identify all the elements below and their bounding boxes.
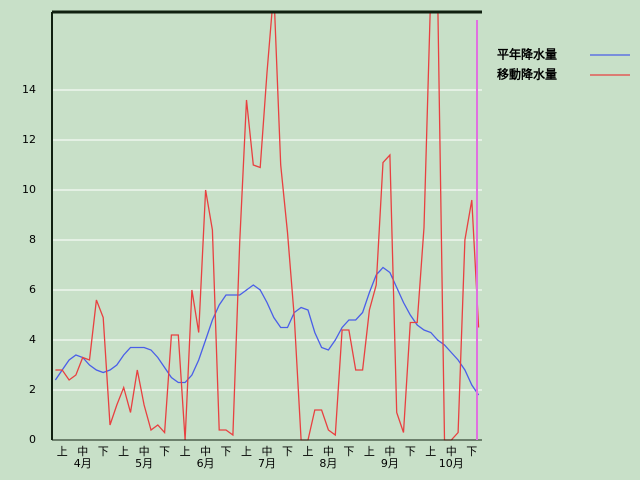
month-label: 10月: [439, 457, 464, 470]
plot-lines: [54, 12, 480, 441]
grid: [52, 89, 482, 441]
labels: 02468101214上中下上中下上中下上中下上中下上中下上中下4月 5月 6月 7月…: [22, 47, 630, 470]
x-tick-label: 下: [466, 445, 477, 458]
x-tick-label: 中: [323, 445, 334, 458]
x-tick-label: 中: [200, 445, 211, 458]
y-tick-label: 2: [29, 383, 36, 396]
x-tick-label: 中: [77, 445, 88, 458]
x-tick-label: 中: [262, 445, 273, 458]
series-line: [55, 12, 480, 441]
legend-label: 移動降水量: [497, 67, 557, 82]
x-tick-label: 下: [282, 445, 293, 458]
x-tick-label: 下: [98, 445, 109, 458]
legend-label: 平年降水量: [497, 47, 557, 62]
month-label: 5月: [135, 457, 153, 470]
x-tick-label: 上: [180, 445, 191, 458]
x-tick-label: 下: [159, 445, 170, 458]
y-tick-label: 10: [22, 183, 36, 196]
x-tick-label: 中: [139, 445, 150, 458]
y-tick-label: 12: [22, 133, 36, 146]
month-label: 4月: [74, 457, 92, 470]
y-tick-label: 14: [22, 83, 36, 96]
series-line: [54, 266, 480, 396]
x-tick-label: 上: [364, 445, 375, 458]
x-tick-label: 上: [241, 445, 252, 458]
month-label: 7月: [258, 457, 276, 470]
y-tick-label: 8: [29, 233, 36, 246]
month-label: 9月: [381, 457, 399, 470]
y-tick-label: 4: [29, 333, 36, 346]
x-tick-label: 上: [425, 445, 436, 458]
x-tick-label: 中: [446, 445, 457, 458]
x-tick-label: 下: [221, 445, 232, 458]
x-tick-label: 上: [57, 445, 68, 458]
month-label: 8月: [319, 457, 337, 470]
x-tick-label: 下: [405, 445, 416, 458]
x-tick-label: 上: [302, 445, 313, 458]
x-tick-label: 下: [343, 445, 354, 458]
x-tick-label: 中: [384, 445, 395, 458]
month-label: 6月: [197, 457, 215, 470]
y-tick-label: 6: [29, 283, 36, 296]
y-tick-label: 0: [29, 433, 36, 446]
x-tick-label: 上: [118, 445, 129, 458]
